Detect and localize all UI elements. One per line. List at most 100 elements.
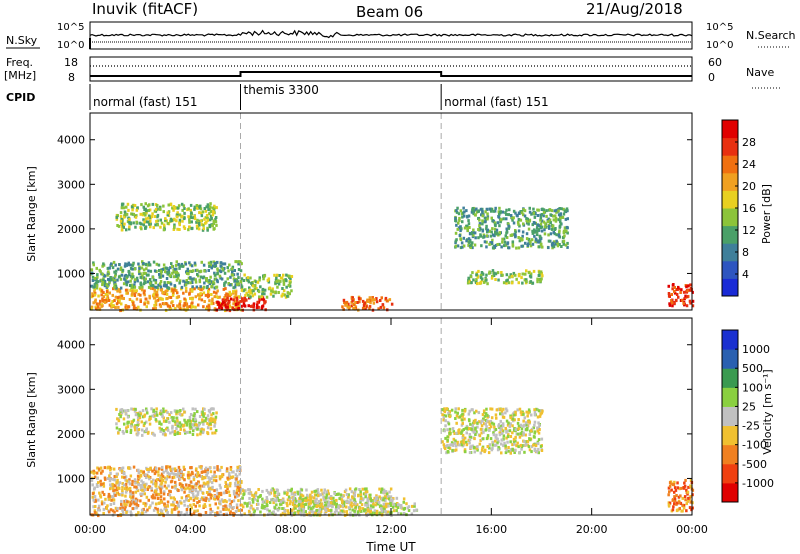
range-cell [441,413,444,417]
range-cell [314,499,317,503]
range-cell [118,263,121,267]
range-cell [558,229,561,233]
range-cell [240,480,243,483]
range-cell [507,224,510,228]
range-cell [499,220,502,224]
range-cell [448,427,452,431]
range-cell [141,433,144,437]
range-cell [157,497,160,500]
range-cell [346,305,349,309]
range-cell [97,294,100,298]
range-cell [562,212,566,216]
range-cell [142,223,145,227]
range-cell [347,493,350,497]
range-cell [166,286,169,289]
range-cell [90,305,94,309]
range-cell [124,273,128,277]
range-cell [178,221,181,225]
range-cell [564,243,568,247]
range-cell [284,295,288,299]
range-cell [667,292,671,295]
range-cell [337,505,340,509]
range-cell [677,285,680,289]
range-cell [140,227,143,231]
range-cell [140,222,143,226]
range-cell [342,298,346,302]
range-cell [537,274,541,277]
range-cell [160,500,163,504]
range-cell [126,280,130,284]
range-cell [194,280,198,284]
range-cell [285,501,289,505]
range-cell [493,234,496,238]
range-cell [144,217,148,221]
range-cell [240,277,244,281]
range-cell [527,227,531,231]
range-cell [173,288,176,292]
range-cell [229,512,232,515]
range-cell [378,511,381,515]
range-cell [129,222,133,226]
x-tick-label: 00:00 [676,523,708,536]
range-cell [224,485,227,488]
range-cell [131,498,135,502]
range-cell [131,501,134,505]
range-cell [674,299,678,303]
range-cell [166,211,169,215]
range-cell [180,501,183,505]
range-cell [339,504,342,508]
range-cell [120,408,124,412]
range-cell [133,283,136,287]
range-cell [358,300,361,304]
range-cell [176,291,179,295]
range-cell [282,280,286,284]
range-cell [218,500,222,504]
colorbar-tick-label: 25 [742,400,756,413]
range-cell [466,426,469,430]
range-cell [115,491,119,495]
range-cell [254,494,257,498]
range-cell [390,302,394,306]
range-cell [142,485,145,489]
range-cell [542,214,545,218]
range-cell [675,494,678,497]
range-cell [539,239,542,243]
range-cell [177,206,180,210]
range-cell [100,471,103,475]
range-cell [522,419,525,423]
range-cell [218,306,221,310]
x-tick-label: 08:00 [275,523,307,536]
range-cell [223,499,227,502]
range-cell [168,274,172,278]
range-cell [138,414,141,418]
range-cell [113,279,117,283]
range-cell [484,448,487,452]
range-cell [158,269,161,272]
range-cell [283,509,286,513]
range-cell [129,279,132,283]
range-cell [99,270,102,274]
range-cell [265,488,269,492]
range-cell [108,291,111,295]
range-cell [480,424,484,428]
range-cell [177,502,180,506]
range-cell [128,218,131,221]
range-cell [142,218,145,222]
range-cell [178,218,182,222]
range-cell [213,424,216,428]
range-cell [261,500,265,504]
range-cell [159,205,162,209]
range-cell [133,285,137,289]
range-cell [125,412,128,416]
range-cell [127,269,131,273]
range-cell [131,507,134,511]
range-cell [202,481,206,485]
range-cell [333,499,336,503]
range-cell [163,302,166,306]
range-cell [299,511,302,515]
range-cell [473,445,476,449]
range-cell [500,424,503,428]
range-cell [500,426,503,430]
range-cell [502,281,506,285]
range-cell [101,299,105,303]
